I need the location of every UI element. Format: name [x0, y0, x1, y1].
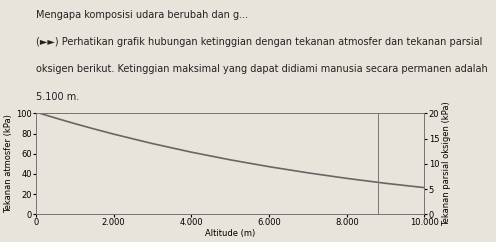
Text: oksigen berikut. Ketinggian maksimal yang dapat didiami manusia secara permanen : oksigen berikut. Ketinggian maksimal yan… [36, 64, 488, 74]
Text: 5.100 m.: 5.100 m. [36, 91, 79, 102]
Y-axis label: Tekanan parsial oksigen (kPa): Tekanan parsial oksigen (kPa) [442, 101, 451, 226]
Text: (►►) Perhatikan grafik hubungan ketinggian dengan tekanan atmosfer dan tekanan p: (►►) Perhatikan grafik hubungan ketinggi… [36, 37, 482, 47]
Text: Mengapa komposisi udara berubah dan g...: Mengapa komposisi udara berubah dan g... [36, 10, 248, 20]
Y-axis label: Tekanan atmosfer (kPa): Tekanan atmosfer (kPa) [4, 114, 13, 213]
X-axis label: Altitude (m): Altitude (m) [205, 229, 255, 238]
